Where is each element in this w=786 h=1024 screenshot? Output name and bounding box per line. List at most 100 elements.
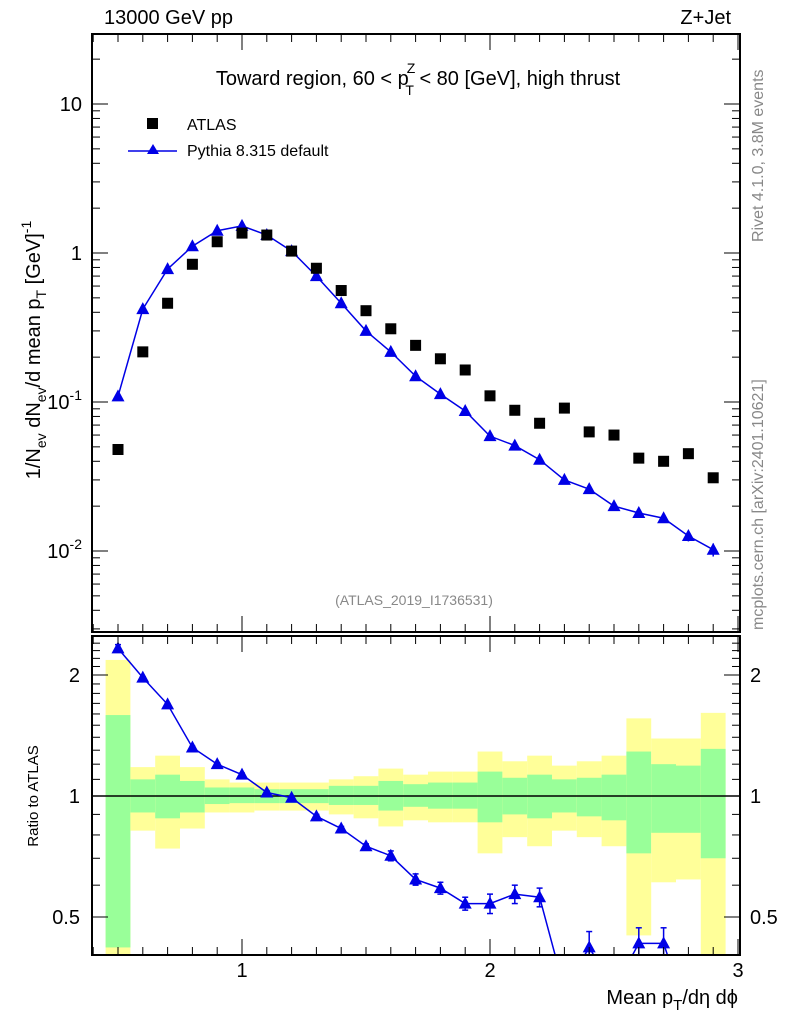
main-frame — [91, 33, 741, 633]
ratio-point — [235, 767, 249, 780]
plot-title: Toward region, 60 < pZ T < 80 [GeV], high… — [216, 60, 621, 98]
pythia-point — [706, 542, 720, 555]
pythia-point — [458, 404, 472, 417]
band-inner — [676, 765, 701, 833]
tick-labels: 10 1 10-1 10-2 1 2 3 0.5 0.5 1 1 2 2 — [47, 94, 778, 982]
ratio-point — [260, 785, 274, 798]
legend-pythia-marker — [147, 144, 159, 154]
pythia-point — [508, 438, 522, 451]
ratio-point — [384, 848, 398, 861]
ratio-y-tick-label-right: 0.5 — [750, 907, 778, 929]
ratio-point — [682, 1011, 695, 1023]
ratio-frame — [91, 635, 741, 956]
ratio-point — [433, 881, 447, 894]
atlas-point — [434, 353, 446, 365]
ratio-point — [161, 697, 175, 710]
ratio-y-tick-label-left: 0.5 — [52, 907, 80, 929]
atlas-point — [583, 426, 595, 438]
ratio-point — [533, 890, 547, 903]
pythia-point — [161, 262, 175, 275]
atlas-point — [137, 346, 149, 358]
pythia-point — [681, 529, 695, 542]
ratio-y-tick-label-left: 2 — [69, 665, 80, 687]
atlas-point — [633, 452, 645, 464]
band-inner — [576, 777, 602, 817]
ratio-point — [359, 839, 373, 852]
atlas-point — [707, 472, 719, 484]
pythia-point — [533, 452, 547, 465]
atlas-point — [658, 455, 670, 467]
legend-atlas-label: ATLAS — [187, 117, 237, 134]
legend-atlas-marker — [147, 118, 158, 129]
band-inner — [626, 751, 652, 854]
ratio-point — [458, 896, 472, 909]
pythia-point — [384, 344, 398, 357]
atlas-point — [410, 339, 422, 351]
atlas-point — [162, 297, 174, 309]
pythia-point — [210, 223, 224, 236]
pythia-point — [607, 499, 621, 512]
atlas-point — [186, 258, 198, 270]
ratio-point — [657, 936, 671, 949]
atlas-point — [682, 448, 694, 460]
atlas-point — [211, 236, 223, 248]
rivet-info: Rivet 4.1.0, 3.8M events — [750, 69, 767, 242]
band-inner — [477, 771, 503, 823]
ratio-point — [334, 821, 348, 834]
ratio-point — [508, 887, 522, 900]
main-y-tick-label: 1 — [71, 243, 82, 265]
pythia-line — [117, 225, 714, 551]
atlas-point — [236, 227, 248, 239]
pythia-point — [409, 369, 423, 382]
pythia-point — [657, 511, 671, 524]
ratio-point — [632, 936, 646, 949]
atlas-point — [310, 262, 322, 274]
ratio-point — [111, 641, 125, 654]
ratio-y-tick-label-right: 1 — [750, 786, 761, 808]
band-inner — [700, 748, 726, 859]
legend-pythia-label: Pythia 8.315 default — [187, 143, 329, 160]
pythia-point — [334, 296, 348, 309]
main-series — [111, 218, 720, 557]
ratio-y-tick-label-left: 1 — [69, 786, 80, 808]
pythia-point — [557, 472, 571, 485]
ratio-point — [285, 790, 299, 803]
ratio-point — [210, 757, 224, 770]
ratio-point — [483, 896, 497, 909]
pythia-point — [136, 302, 150, 315]
atlas-point — [385, 323, 397, 335]
x-tick-label: 2 — [484, 960, 495, 982]
ratio-y-tick-label-right: 2 — [750, 665, 761, 687]
x-tick-label: 3 — [732, 960, 743, 982]
main-y-tick-label: 10 — [60, 94, 82, 116]
ratio-point — [136, 670, 150, 683]
ratio-point — [309, 809, 323, 822]
pythia-point — [309, 269, 323, 282]
ratio-point — [185, 740, 199, 753]
ratio-series — [111, 641, 695, 1023]
atlas-point — [360, 305, 372, 317]
band-inner — [601, 774, 627, 821]
pythia-point — [185, 239, 199, 252]
atlas-point — [534, 417, 546, 429]
x-axis-label: Mean pT/dη dϕ — [606, 987, 738, 1014]
main-y-tick-label: 10-2 — [47, 536, 82, 563]
main-y-axis-label: 1/Nev dNev/d mean pT [GeV]-1 — [18, 221, 49, 480]
atlas-point — [286, 245, 298, 257]
x-tick-label: 1 — [236, 960, 247, 982]
band-inner — [651, 764, 676, 833]
ratio-point — [409, 872, 423, 885]
pythia-point — [632, 505, 646, 518]
atlas-point — [484, 390, 496, 402]
atlas-point — [459, 364, 471, 376]
analysis-watermark: (ATLAS_2019_I1736531) — [335, 592, 493, 608]
ratio-y-axis-label: Ratio to ATLAS — [25, 745, 42, 846]
pythia-point — [433, 387, 447, 400]
pythia-point — [483, 429, 497, 442]
atlas-point — [335, 285, 347, 297]
pythia-point — [111, 389, 125, 402]
pythia-point — [359, 323, 373, 336]
mcplots-info: mcplots.cern.ch [arXiv:2401.10621] — [750, 379, 767, 630]
energy-label: 13000 GeV pp — [104, 7, 233, 29]
